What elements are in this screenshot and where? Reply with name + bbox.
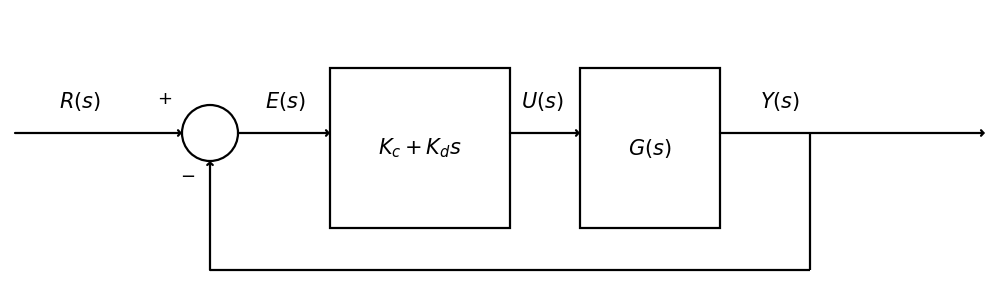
- Bar: [580, 68, 720, 228]
- Text: $+$: $+$: [157, 90, 172, 108]
- Text: $G(s)$: $G(s)$: [628, 137, 672, 160]
- Text: $-$: $-$: [180, 166, 196, 184]
- Text: $Y(s)$: $Y(s)$: [760, 90, 800, 113]
- Text: $U(s)$: $U(s)$: [521, 90, 563, 113]
- Text: $E(s)$: $E(s)$: [265, 90, 305, 113]
- Text: $R(s)$: $R(s)$: [59, 90, 101, 113]
- Bar: [330, 68, 510, 228]
- Text: $K_c+K_d s$: $K_c+K_d s$: [378, 136, 462, 160]
